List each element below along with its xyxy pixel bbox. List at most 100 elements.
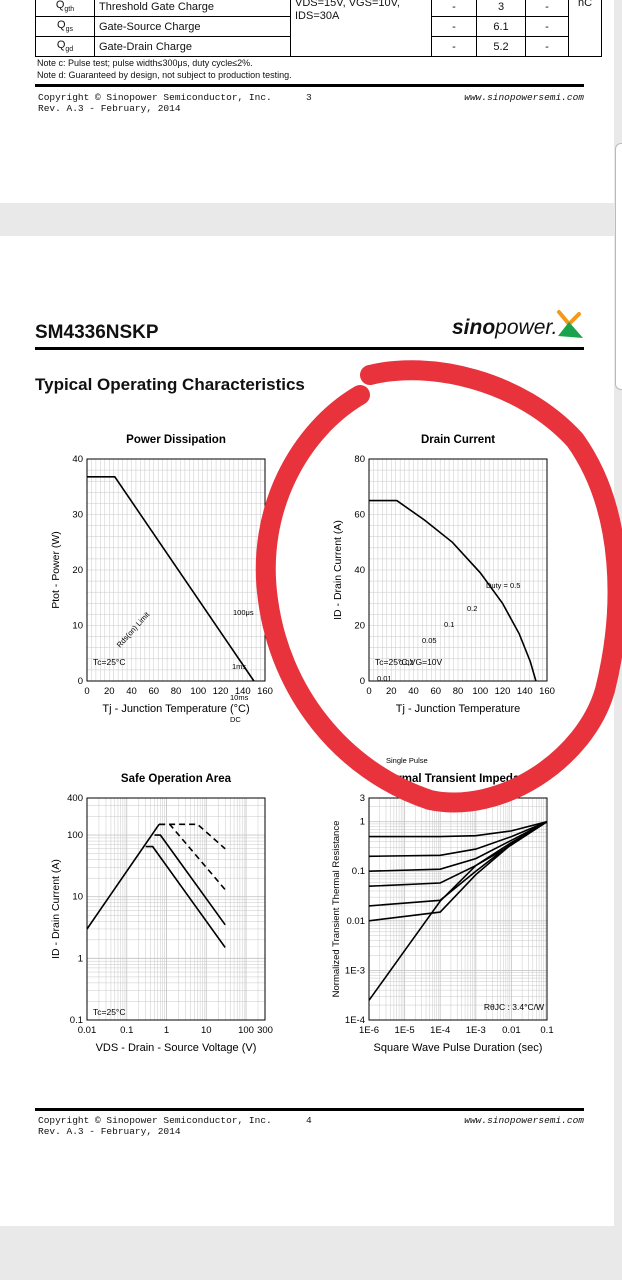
y-tick-label: 30 [72,510,83,521]
footer-rule [35,84,584,87]
footer-page-number: 4 [306,1115,312,1126]
y-tick-label: 1 [360,817,365,828]
x-tick-label: 60 [430,686,441,697]
chart-1 [368,458,548,682]
x-tick-label: 1E-3 [466,1025,486,1036]
y-tick-label: 1E-3 [345,965,365,976]
chart-title: Safe Operation Area [121,773,232,785]
series-label: 0.2 [467,604,477,613]
x-tick-label: 100 [472,686,488,697]
spec-row: Qgth Threshold Gate Charge VDS=15V, VGS=10… [35,0,602,57]
series-label: 0.02 [399,658,414,667]
chart-0 [86,458,266,682]
series-line [368,820,548,858]
plot-frame [368,797,548,1021]
x-tick-label: 140 [235,686,251,697]
series-label: 10ms [230,693,249,702]
spec-min: - [431,0,477,17]
brand-mark-icon [557,310,583,338]
x-tick-label: 1E-5 [395,1025,415,1036]
series-label: Rds(on) Limit [115,609,152,649]
spec-symbol: Qgs [35,16,95,37]
x-tick-label: 20 [386,686,397,697]
x-tick-label: 80 [171,686,182,697]
series-line [86,823,160,930]
header-rule [35,347,584,350]
chart-annotation: Tc=25°C [93,657,125,667]
y-tick-label: 80 [354,454,365,465]
series-line [87,476,255,682]
x-tick-label: 140 [517,686,533,697]
footer-copyright: Copyright © Sinopower Semiconductor, Inc… [38,1115,272,1126]
x-tick-label: 0.01 [502,1025,521,1036]
y-axis-label: ID - Drain Current (A) [332,520,344,620]
series-label: DC [230,715,241,724]
spec-symbol: Qgth [35,0,95,17]
x-tick-label: 40 [408,686,419,697]
y-tick-label: 100 [67,830,83,841]
series-line [154,834,226,926]
spec-min: - [431,16,477,37]
x-tick-label: 100 [190,686,206,697]
x-axis-label: Square Wave Pulse Duration (sec) [374,1042,543,1054]
brand-logo: sinopower. [452,316,557,340]
y-tick-label: 60 [354,510,365,521]
footer-revision: Rev. A.3 - February, 2014 [38,1126,181,1137]
y-tick-label: 10 [72,621,83,632]
x-tick-label: 160 [539,686,555,697]
series-label: 0.05 [422,636,437,645]
x-tick-label: 1E-4 [430,1025,450,1036]
y-tick-label: 1 [78,953,83,964]
series-line [159,823,226,850]
y-tick-label: 1E-4 [345,1015,365,1026]
spec-parameter: Threshold Gate Charge [94,0,291,17]
series-label: 0.1 [444,620,454,629]
y-tick-label: 0.01 [347,916,366,927]
part-number: SM4336NSKP [35,322,159,343]
chart-title: Power Dissipation [126,434,226,446]
x-tick-label: 100 [238,1025,254,1036]
spec-row: Qgd Gate-Drain Charge -5.2- [35,36,602,57]
chart-3 [368,797,548,1021]
series-line [369,820,548,838]
spec-typ: 5.2 [476,36,526,57]
y-tick-label: 3 [360,793,365,804]
y-tick-label: 40 [354,565,365,576]
x-tick-label: 120 [213,686,229,697]
x-axis-label: Tj - Junction Temperature [396,703,521,715]
series-line [145,845,226,948]
x-tick-label: 160 [257,686,273,697]
x-tick-label: 0.1 [540,1025,553,1036]
x-tick-label: 1E-6 [359,1025,379,1036]
spec-unit: nC [568,0,602,57]
series-line [368,820,548,872]
footer-url: www.sinopowersemi.com [464,92,584,103]
section-title: Typical Operating Characteristics [35,375,305,394]
x-tick-label: 0 [366,686,371,697]
y-tick-label: 20 [354,621,365,632]
side-scroll-tab[interactable] [615,143,622,390]
y-axis-label: ID - Drain Current (A) [50,859,62,959]
x-tick-label: 1 [164,1025,169,1036]
spec-typ: 3 [476,0,526,17]
y-axis-label: Normalized Transient Thermal Resistance [331,821,342,998]
charts-area: Power Dissipation Tj - Junction Temperatu… [50,434,555,1054]
x-tick-label: 300 [257,1025,273,1036]
series-line [369,499,537,682]
note-d: Note d: Guaranteed by design, not subjec… [37,70,292,80]
y-tick-label: 400 [67,793,83,804]
y-tick-label: 0.1 [70,1015,83,1026]
y-tick-label: 10 [72,892,83,903]
series-line [159,823,226,891]
spec-symbol: Qgd [35,36,95,57]
datasheet-page-3: Qgth Threshold Gate Charge VDS=15V, VGS=10… [0,0,614,203]
x-tick-label: 10 [201,1025,212,1036]
series-label: 100μs [233,608,254,617]
x-tick-label: 80 [453,686,464,697]
datasheet-page-4: SM4336NSKP sinopower. Typical Operating … [0,236,614,1226]
x-tick-label: 120 [495,686,511,697]
footer-copyright-block: Copyright © Sinopower Semiconductor, Inc… [38,92,272,114]
y-tick-label: 40 [72,454,83,465]
spec-parameter: Gate-Drain Charge [94,36,291,57]
series-line [368,821,548,887]
